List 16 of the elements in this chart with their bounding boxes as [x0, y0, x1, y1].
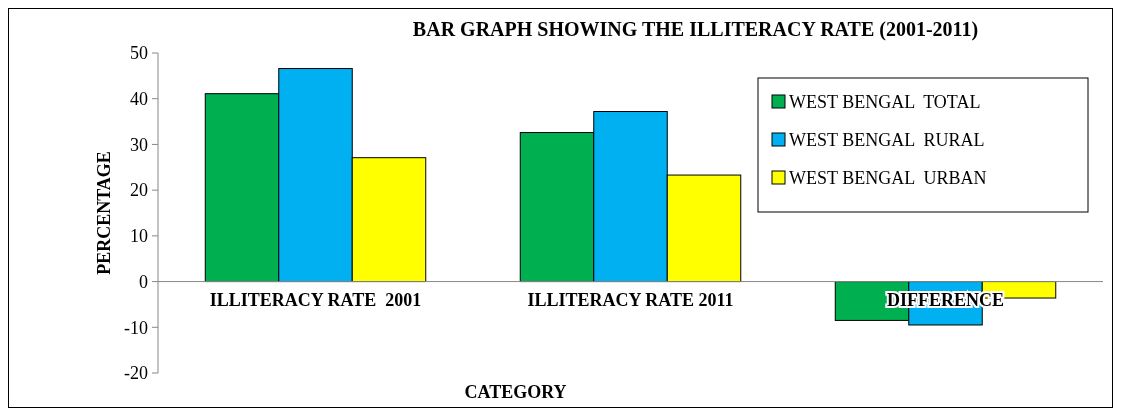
chart-title: BAR GRAPH SHOWING THE ILLITERACY RATE (2001-2011): [412, 18, 979, 41]
x-axis-title: CATEGORY: [464, 382, 567, 402]
y-tick-label: 0: [139, 271, 148, 292]
legend-label: WEST BENGAL RURAL: [789, 130, 985, 151]
x-tick-label: ILLITERACY RATE 2001: [209, 289, 422, 310]
y-tick-label: -10: [124, 317, 148, 338]
y-tick-label: 10: [130, 226, 148, 247]
y-tick-label: 40: [130, 89, 148, 110]
y-tick-label: 20: [130, 180, 148, 201]
legend-label: WEST BENGAL TOTAL: [789, 92, 981, 113]
y-axis-title: PERCENTAGE: [94, 151, 114, 275]
y-tick-label: 50: [130, 43, 148, 64]
y-tick-label: -20: [124, 363, 148, 384]
y-tick-label: 30: [130, 134, 148, 155]
legend-label: WEST BENGAL URBAN: [789, 168, 987, 189]
x-tick-label: ILLITERACY RATE 2011: [527, 289, 734, 310]
